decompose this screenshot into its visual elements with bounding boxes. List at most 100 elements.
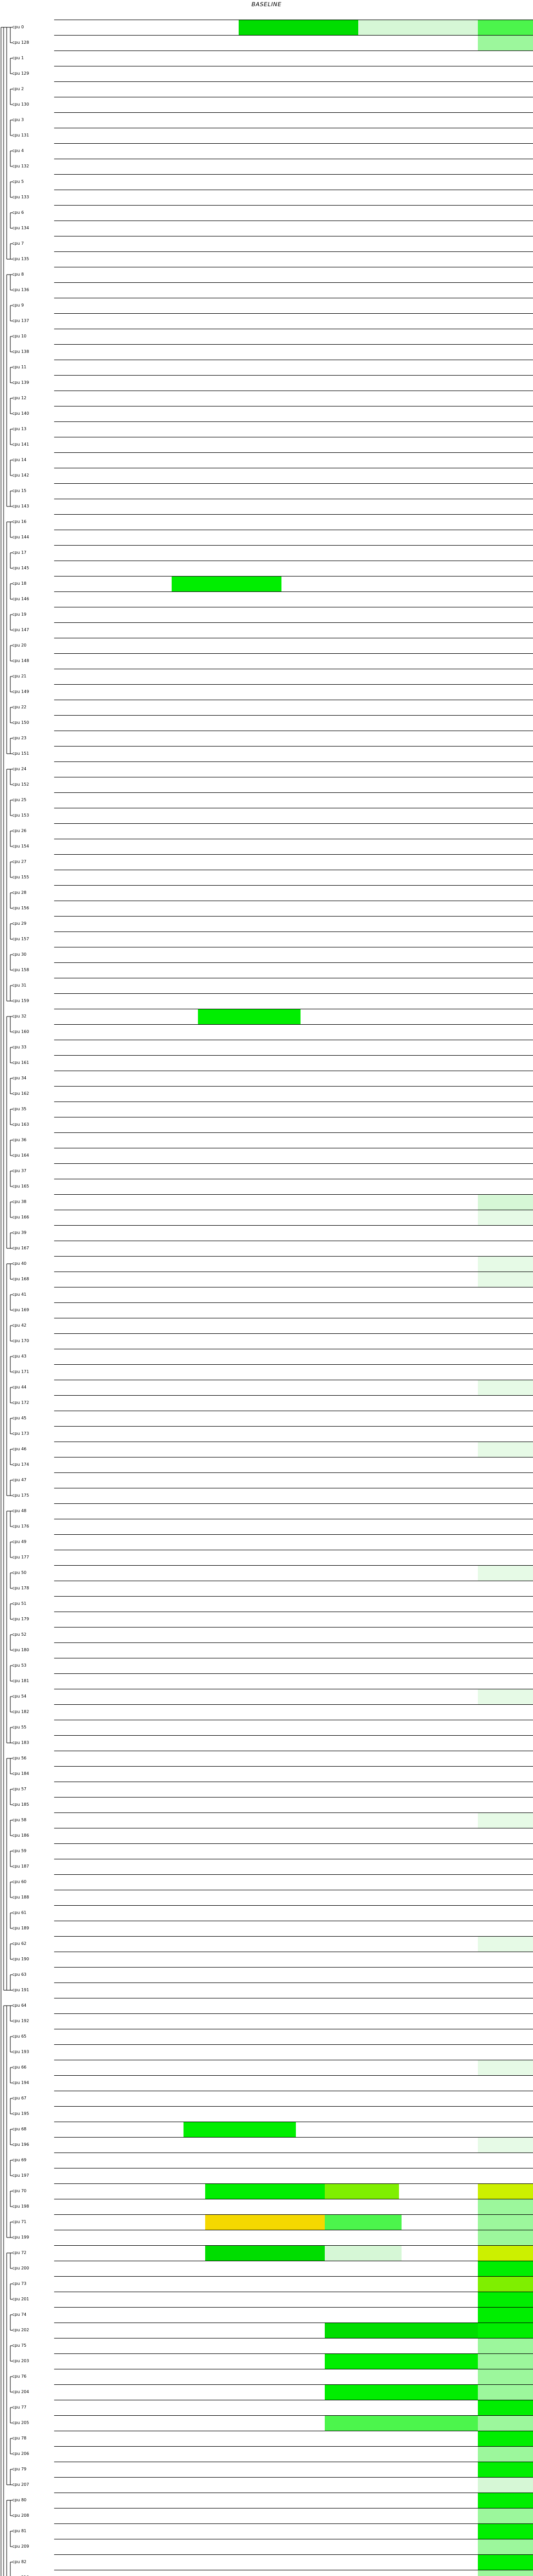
activity-segment[interactable]	[358, 20, 478, 35]
cpu-timeline-lane[interactable]	[54, 777, 533, 792]
cpu-timeline-lane[interactable]	[54, 684, 533, 700]
activity-segment[interactable]	[478, 2400, 533, 2415]
cpu-timeline-lane[interactable]	[54, 607, 533, 622]
activity-segment[interactable]	[478, 2447, 533, 2462]
cpu-timeline-lane[interactable]	[54, 1055, 533, 1071]
cpu-timeline-lane[interactable]	[54, 50, 533, 66]
cpu-timeline-lane[interactable]	[54, 1040, 533, 1055]
cpu-timeline-lane[interactable]	[54, 2153, 533, 2168]
cpu-timeline-lane[interactable]	[54, 1782, 533, 1797]
cpu-timeline-lane[interactable]	[54, 2245, 533, 2261]
cpu-timeline-lane[interactable]	[54, 1472, 533, 1488]
cpu-timeline-lane[interactable]	[54, 406, 533, 421]
cpu-timeline-lane[interactable]	[54, 514, 533, 530]
cpu-timeline-lane[interactable]	[54, 1086, 533, 1101]
cpu-timeline-lane[interactable]	[54, 81, 533, 97]
cpu-timeline-lane[interactable]	[54, 1642, 533, 1658]
cpu-timeline-lane[interactable]	[54, 1380, 533, 1395]
cpu-timeline-lane[interactable]	[54, 1627, 533, 1642]
cpu-timeline-lane[interactable]	[54, 1426, 533, 1442]
cpu-timeline-lane[interactable]	[54, 2214, 533, 2230]
activity-segment[interactable]	[478, 1813, 533, 1828]
cpu-timeline-lane[interactable]	[54, 839, 533, 854]
cpu-timeline-lane[interactable]	[54, 1550, 533, 1565]
cpu-timeline-lane[interactable]	[54, 2415, 533, 2431]
cpu-timeline-lane[interactable]	[54, 2554, 533, 2570]
cpu-timeline-lane[interactable]	[54, 1689, 533, 1704]
activity-segment[interactable]	[324, 2323, 478, 2338]
cpu-timeline-lane[interactable]	[54, 1117, 533, 1132]
cpu-timeline-lane[interactable]	[54, 2400, 533, 2415]
cpu-timeline-lane[interactable]	[54, 2493, 533, 2508]
cpu-timeline-lane[interactable]	[54, 267, 533, 282]
cpu-timeline-lane[interactable]	[54, 2199, 533, 2214]
cpu-timeline-lane[interactable]	[54, 2261, 533, 2276]
cpu-timeline-lane[interactable]	[54, 375, 533, 391]
cpu-timeline-lane[interactable]	[54, 638, 533, 653]
cpu-timeline-lane[interactable]	[54, 251, 533, 267]
cpu-timeline-lane[interactable]	[54, 2137, 533, 2153]
cpu-timeline-lane[interactable]	[54, 792, 533, 808]
cpu-timeline-lane[interactable]	[54, 1194, 533, 1210]
cpu-timeline-lane[interactable]	[54, 221, 533, 236]
cpu-timeline-lane[interactable]	[54, 1612, 533, 1627]
cpu-timeline-lane[interactable]	[54, 205, 533, 221]
cpu-timeline-lane[interactable]	[54, 2230, 533, 2245]
cpu-timeline-lane[interactable]	[54, 483, 533, 499]
activity-segment[interactable]	[478, 2431, 533, 2446]
cpu-timeline-lane[interactable]	[54, 66, 533, 81]
cpu-timeline-lane[interactable]	[54, 1565, 533, 1581]
cpu-timeline-lane[interactable]	[54, 669, 533, 684]
cpu-timeline-lane[interactable]	[54, 2384, 533, 2400]
activity-segment[interactable]	[478, 1380, 533, 1395]
cpu-timeline-lane[interactable]	[54, 2106, 533, 2122]
activity-segment[interactable]	[478, 20, 533, 35]
activity-segment[interactable]	[478, 2416, 533, 2431]
cpu-timeline-lane[interactable]	[54, 2338, 533, 2353]
cpu-timeline-lane[interactable]	[54, 2570, 533, 2576]
cpu-timeline-lane[interactable]	[54, 1148, 533, 1163]
cpu-timeline-lane[interactable]	[54, 1488, 533, 1503]
activity-segment[interactable]	[478, 2524, 533, 2539]
cpu-timeline-lane[interactable]	[54, 947, 533, 962]
cpu-timeline-lane[interactable]	[54, 344, 533, 360]
cpu-timeline-lane[interactable]	[54, 1210, 533, 1225]
activity-segment[interactable]	[478, 2246, 533, 2261]
activity-segment[interactable]	[478, 2215, 533, 2230]
cpu-timeline-lane[interactable]	[54, 561, 533, 576]
activity-segment[interactable]	[478, 2261, 533, 2276]
cpu-timeline-lane[interactable]	[54, 2353, 533, 2369]
activity-segment[interactable]	[324, 2184, 399, 2199]
cpu-timeline-lane[interactable]	[54, 1720, 533, 1735]
cpu-timeline-lane[interactable]	[54, 1843, 533, 1859]
activity-segment[interactable]	[478, 2509, 533, 2523]
cpu-timeline-lane[interactable]	[54, 1874, 533, 1890]
cpu-timeline-lane[interactable]	[54, 1751, 533, 1766]
cpu-timeline-lane[interactable]	[54, 1071, 533, 1086]
activity-segment[interactable]	[478, 2138, 533, 2153]
cpu-timeline-lane[interactable]	[54, 978, 533, 993]
activity-segment[interactable]	[478, 36, 533, 50]
cpu-timeline-lane[interactable]	[54, 1967, 533, 1982]
cpu-timeline-lane[interactable]	[54, 1673, 533, 1689]
cpu-timeline-lane[interactable]	[54, 901, 533, 916]
cpu-timeline-lane[interactable]	[54, 236, 533, 251]
cpu-timeline-lane[interactable]	[54, 391, 533, 406]
cpu-timeline-lane[interactable]	[54, 993, 533, 1009]
cpu-timeline-lane[interactable]	[54, 1442, 533, 1457]
cpu-timeline-lane[interactable]	[54, 2292, 533, 2307]
cpu-timeline-lane[interactable]	[54, 1272, 533, 1287]
cpu-timeline-lane[interactable]	[54, 1241, 533, 1256]
cpu-timeline-lane[interactable]	[54, 2431, 533, 2446]
cpu-timeline-lane[interactable]	[54, 1225, 533, 1241]
cpu-timeline-lane[interactable]	[54, 2168, 533, 2183]
cpu-timeline-lane[interactable]	[54, 715, 533, 731]
cpu-timeline-lane[interactable]	[54, 1457, 533, 1472]
activity-segment[interactable]	[478, 1210, 533, 1225]
cpu-timeline-lane[interactable]	[54, 1179, 533, 1194]
cpu-timeline-lane[interactable]	[54, 190, 533, 205]
cpu-timeline-lane[interactable]	[54, 143, 533, 159]
cpu-timeline-lane[interactable]	[54, 298, 533, 313]
cpu-timeline-lane[interactable]	[54, 576, 533, 591]
activity-segment[interactable]	[478, 2060, 533, 2075]
